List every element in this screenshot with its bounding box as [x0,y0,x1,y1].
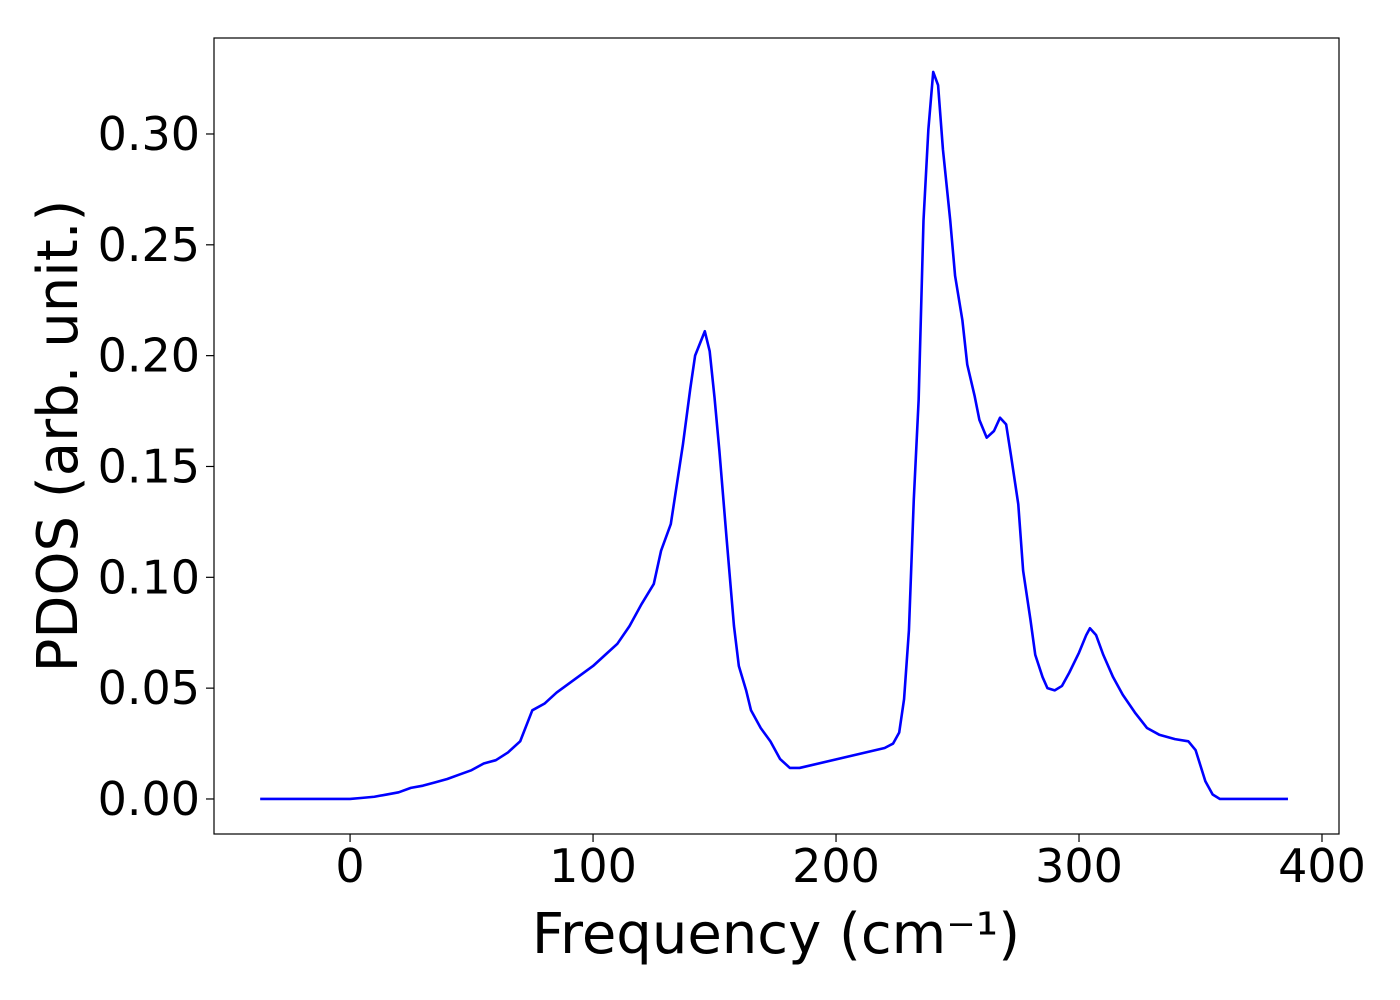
y-tick-label: 0.30 [98,107,200,161]
x-axis-label: Frequency (cm⁻¹) [532,902,1020,967]
y-tick-label: 0.20 [98,329,200,383]
y-tick-label: 0.10 [98,550,200,604]
x-tick-label: 400 [1278,839,1366,893]
line [260,70,1288,801]
x-tick-label: 100 [549,839,637,893]
plot-frame [213,37,1340,835]
y-tick-label: 0.15 [98,439,200,493]
x-tick-label: 0 [335,839,364,893]
y-tick-label: 0.25 [98,218,200,272]
x-tick-label: 300 [1035,839,1123,893]
y-axis-label: PDOS (arb. unit.) [26,200,91,673]
y-tick-label: 0.05 [98,661,200,715]
y-tick-label: 0.00 [98,772,200,826]
x-tick-label: 200 [792,839,880,893]
